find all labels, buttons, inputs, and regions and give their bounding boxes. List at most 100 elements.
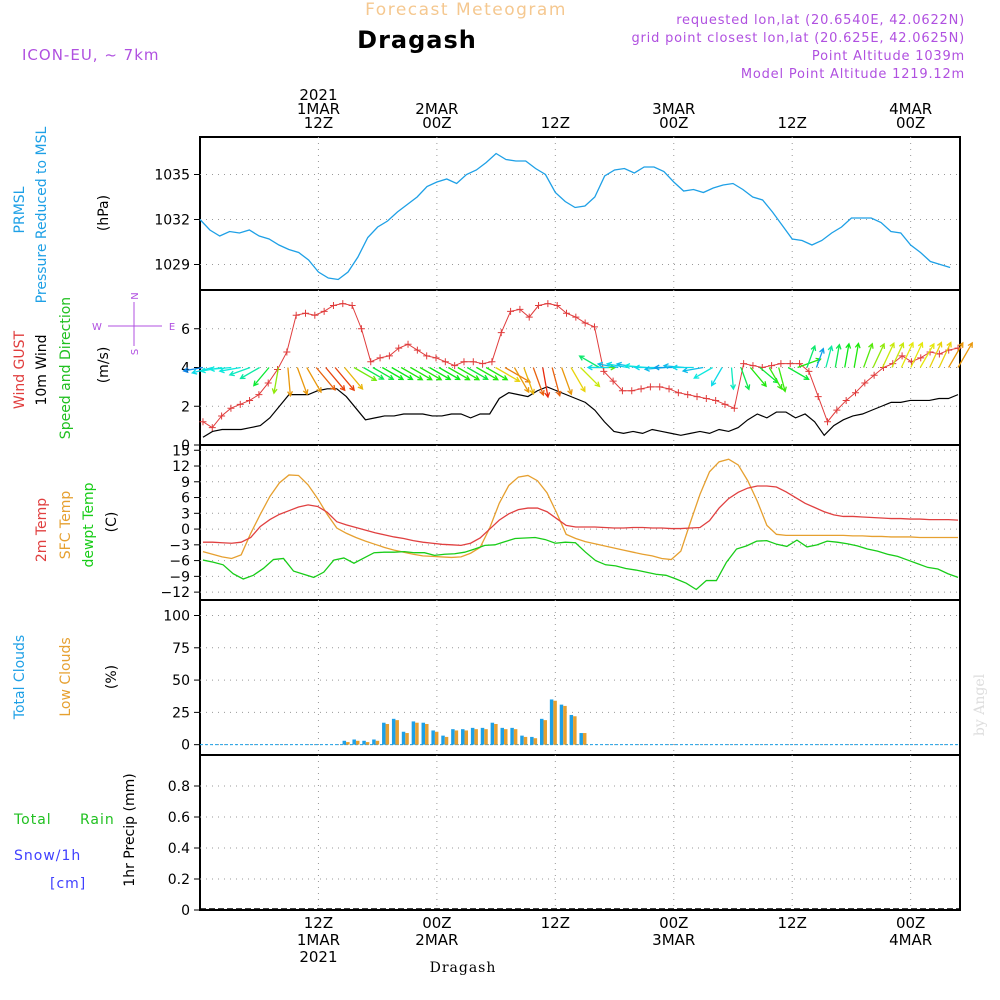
wind-arrow [586, 364, 609, 371]
low-cloud-bar [365, 742, 370, 745]
ytick-label-0-2: 1035 [154, 168, 190, 184]
wind-arrow [825, 344, 834, 368]
wind-arrow [759, 367, 779, 384]
gust-point [572, 313, 580, 321]
snow-unit: [cm] [50, 876, 86, 892]
total-cloud-bar [441, 735, 445, 745]
gust-point [553, 302, 561, 309]
bottom-label-3-1: 3MAR [652, 931, 695, 949]
ytick-label-4-4: 0.8 [168, 779, 190, 795]
low-cloud-bar [425, 724, 429, 745]
clouds-panel [199, 599, 961, 756]
low-cloud-bar [434, 731, 439, 745]
wind-labels: Wind GUST 10m Wind Speed and Direction (… [12, 292, 175, 439]
gust-label: Wind GUST [12, 330, 28, 409]
gust-point [423, 352, 431, 360]
wind10-label: 10m Wind [34, 334, 50, 405]
wind-arrow [513, 367, 530, 394]
bottom-label-5-0: 00Z [896, 914, 925, 932]
wind-arrow [863, 342, 874, 368]
top-label-3-1: 00Z [659, 114, 688, 132]
low-cloud-bar [494, 724, 498, 745]
gust-point [609, 377, 617, 385]
low-cloud-bar [582, 733, 587, 745]
wind-arrow [653, 364, 675, 371]
wind-arrow [787, 366, 810, 380]
gust-point [469, 358, 477, 366]
wind-unit: (m/s) [96, 347, 112, 384]
rain-label: Rain [80, 812, 115, 828]
total-cloud-bar [490, 722, 495, 745]
low-cloud-bar [553, 700, 557, 745]
gust-point [432, 354, 440, 362]
gust-point [311, 311, 319, 319]
low-cloud-bar [405, 733, 409, 745]
t2m-label: 2m Temp [34, 498, 50, 562]
gust-point [264, 379, 272, 387]
snow-label: Snow/1h [14, 848, 81, 864]
series-layer [182, 152, 973, 910]
gust-point [749, 362, 757, 370]
sfc-temp-line [202, 458, 959, 561]
wind-arrow [466, 366, 489, 380]
gust-point [684, 391, 692, 399]
ytick-label-0-1: 1032 [154, 213, 190, 229]
wind-arrow [485, 366, 509, 381]
gust-line [202, 303, 959, 429]
gust-point [488, 358, 496, 366]
wind-arrow [419, 366, 443, 381]
low-clouds-label: Low Clouds [58, 637, 74, 716]
pressure-line [199, 152, 951, 281]
wind-arrow [806, 344, 817, 368]
total-cloud-bar [451, 729, 455, 745]
ytick-label-2-0: −12 [160, 585, 190, 601]
wind-arrow [315, 367, 336, 391]
pressure-unit: (hPa) [96, 195, 112, 231]
wind-arrow [578, 355, 600, 369]
gust-point [824, 418, 832, 426]
y-tick-labels: 1029103210350246−12−9−6−3036912150255075… [154, 168, 200, 919]
gust-point [935, 350, 943, 358]
gust-point [339, 300, 347, 308]
wind-arrow [749, 367, 767, 388]
compass-icon: N S W E [92, 292, 175, 355]
gust-point [535, 302, 543, 309]
wind-arrow [438, 366, 461, 381]
total-cloud-bar [579, 733, 583, 745]
wind-arrow [740, 367, 751, 391]
compass-e: E [169, 322, 175, 333]
top-label-5-1: 00Z [896, 114, 925, 132]
wind-arrow [381, 366, 405, 381]
gust-point [544, 300, 552, 308]
top-label-1-0: 2MAR [415, 100, 458, 118]
wind-arrow [252, 367, 270, 387]
wind-arrow [570, 367, 586, 393]
model-label: ICON-EU, ~ 7km [22, 46, 160, 64]
low-cloud-bar [513, 729, 518, 745]
wind-arrow [693, 366, 713, 379]
gust-point [870, 371, 878, 379]
low-cloud-bar [543, 720, 547, 745]
requested-coords: requested lon,lat (20.6540E, 42.0622N) [676, 13, 965, 28]
gust-point [674, 389, 682, 397]
gust-point [376, 354, 384, 362]
total-cloud-bar [500, 727, 504, 745]
chart-title: Forecast Meteogram [365, 0, 567, 20]
gust-point [479, 360, 487, 368]
ytick-label-3-2: 50 [172, 673, 190, 689]
wind-arrow [633, 364, 656, 371]
total-cloud-bar [520, 735, 524, 745]
total-cloud-bar [391, 718, 396, 745]
prmsl-label: PRMSL [12, 186, 28, 233]
low-cloud-bar [375, 740, 380, 745]
wind-arrow [182, 366, 204, 374]
ytick-label-2-8: 12 [172, 459, 190, 475]
grid-lines [200, 137, 960, 910]
low-cloud-bar [474, 729, 478, 745]
wind-arrow [919, 342, 935, 368]
gust-point [255, 391, 263, 399]
wind-arrow [306, 367, 322, 394]
gust-point [777, 360, 785, 368]
top-label-4-0: 12Z [778, 114, 807, 132]
precip-panel [199, 754, 961, 911]
